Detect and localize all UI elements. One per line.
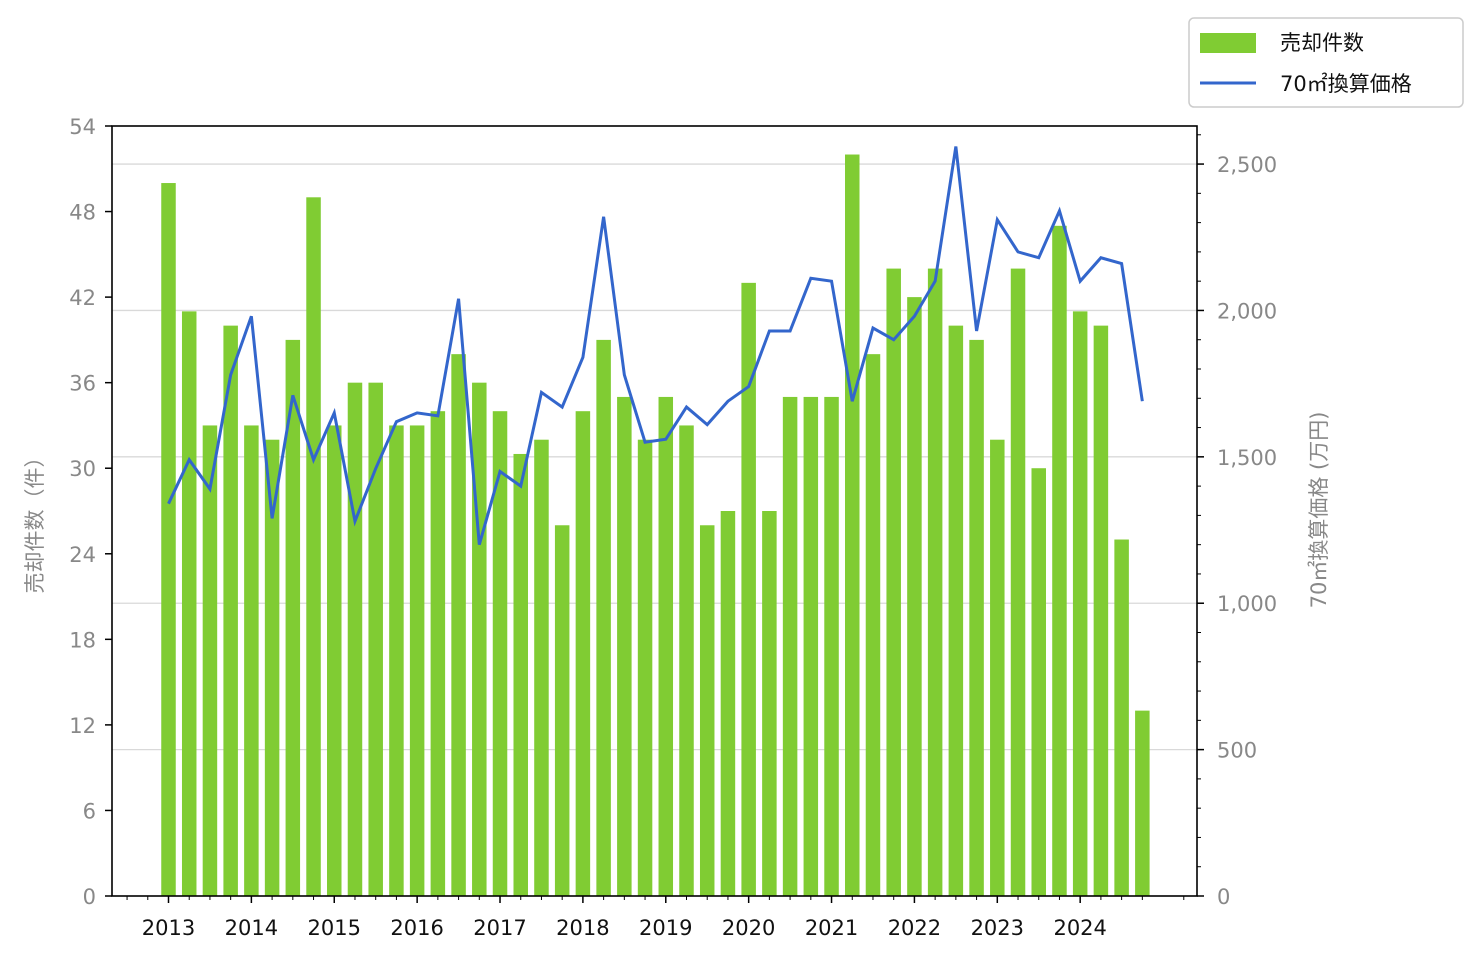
bar	[617, 396, 632, 896]
bar	[782, 396, 798, 896]
bar	[1135, 710, 1150, 896]
bar	[762, 511, 777, 896]
bar	[1114, 539, 1129, 896]
bar	[430, 411, 446, 896]
bar	[658, 396, 674, 896]
bar	[927, 268, 943, 896]
legend-bar-label: 売却件数	[1280, 31, 1364, 55]
bar	[1072, 311, 1088, 896]
right-tick-label: 1,000	[1217, 592, 1277, 616]
bar	[948, 325, 964, 896]
right-tick-label: 500	[1217, 739, 1257, 763]
right-tick-label: 2,000	[1217, 299, 1277, 323]
bar	[679, 425, 694, 896]
left-tick-label: 6	[83, 799, 96, 823]
left-tick-label: 36	[69, 372, 96, 396]
bar	[720, 511, 736, 896]
bar	[575, 411, 591, 896]
right-axis-label: 70㎡換算価格 (万円)	[1307, 412, 1331, 609]
bar	[285, 339, 301, 896]
left-tick-label: 54	[69, 115, 96, 139]
bar	[596, 339, 611, 896]
right-y-axis: 0 500 1,000 1,500 2,000 2,500	[1197, 134, 1277, 909]
bar	[347, 382, 363, 897]
x-tick-label: 2024	[1053, 916, 1106, 940]
x-tick-label: 2020	[722, 916, 775, 940]
left-tick-label: 24	[69, 543, 96, 567]
bar	[264, 439, 280, 896]
bar	[202, 425, 218, 896]
bar	[534, 439, 549, 896]
left-tick-label: 48	[69, 201, 96, 225]
legend-frame	[1188, 17, 1464, 108]
x-tick-label: 2016	[390, 916, 443, 940]
left-y-axis: 0 6 12 18 24 30 36 42 48 54	[69, 115, 112, 909]
right-tick-label: 0	[1217, 885, 1230, 909]
bar	[368, 382, 383, 897]
left-tick-label: 42	[69, 286, 96, 310]
bar	[223, 325, 238, 896]
bar	[1010, 268, 1026, 896]
bar	[886, 268, 901, 896]
bar	[699, 525, 715, 896]
legend-line-label: 70㎡換算価格	[1280, 72, 1412, 96]
left-tick-label: 18	[69, 628, 96, 652]
legend: 売却件数 70㎡換算価格	[1188, 17, 1464, 108]
bar	[990, 439, 1005, 896]
bar	[389, 425, 404, 896]
x-tick-label: 2021	[805, 916, 858, 940]
bar	[1031, 468, 1046, 896]
x-tick-label: 2018	[556, 916, 609, 940]
x-tick-label: 2022	[888, 916, 941, 940]
bar	[824, 396, 839, 896]
legend-bar-swatch	[1200, 33, 1256, 53]
x-tick-label: 2014	[225, 916, 278, 940]
bar	[451, 354, 466, 896]
bar	[1052, 225, 1067, 896]
bar	[907, 297, 922, 897]
plot-frame	[111, 125, 1198, 897]
bar	[327, 425, 342, 896]
bar	[306, 197, 321, 897]
x-tick-label: 2015	[308, 916, 361, 940]
bar	[409, 425, 425, 896]
bar	[492, 411, 508, 896]
x-tick-label: 2023	[971, 916, 1024, 940]
bar	[1093, 325, 1109, 896]
bar	[513, 453, 528, 896]
left-tick-label: 30	[69, 457, 96, 481]
x-tick-label: 2019	[639, 916, 692, 940]
left-axis-label: 売却件数（件）	[23, 447, 47, 594]
bar	[244, 425, 259, 896]
x-tick-label: 2017	[473, 916, 526, 940]
left-tick-label: 12	[69, 714, 96, 738]
bar	[637, 439, 653, 896]
x-axis: 2013 2014 2015 2016 2017 2018 2019 2020 2021 2022…	[126, 896, 1185, 940]
bar	[181, 311, 197, 896]
bar-series	[161, 154, 1150, 897]
left-tick-label: 0	[83, 885, 96, 909]
bar	[741, 282, 756, 897]
price-line-series	[167, 146, 1144, 546]
bar	[161, 183, 176, 896]
bar	[803, 396, 819, 896]
bar	[472, 382, 487, 897]
bar	[845, 154, 860, 896]
right-tick-label: 2,500	[1217, 153, 1277, 177]
x-tick-label: 2013	[142, 916, 195, 940]
bar	[969, 339, 984, 896]
bar	[554, 525, 570, 896]
right-tick-label: 1,500	[1217, 446, 1277, 470]
bar	[865, 354, 881, 896]
